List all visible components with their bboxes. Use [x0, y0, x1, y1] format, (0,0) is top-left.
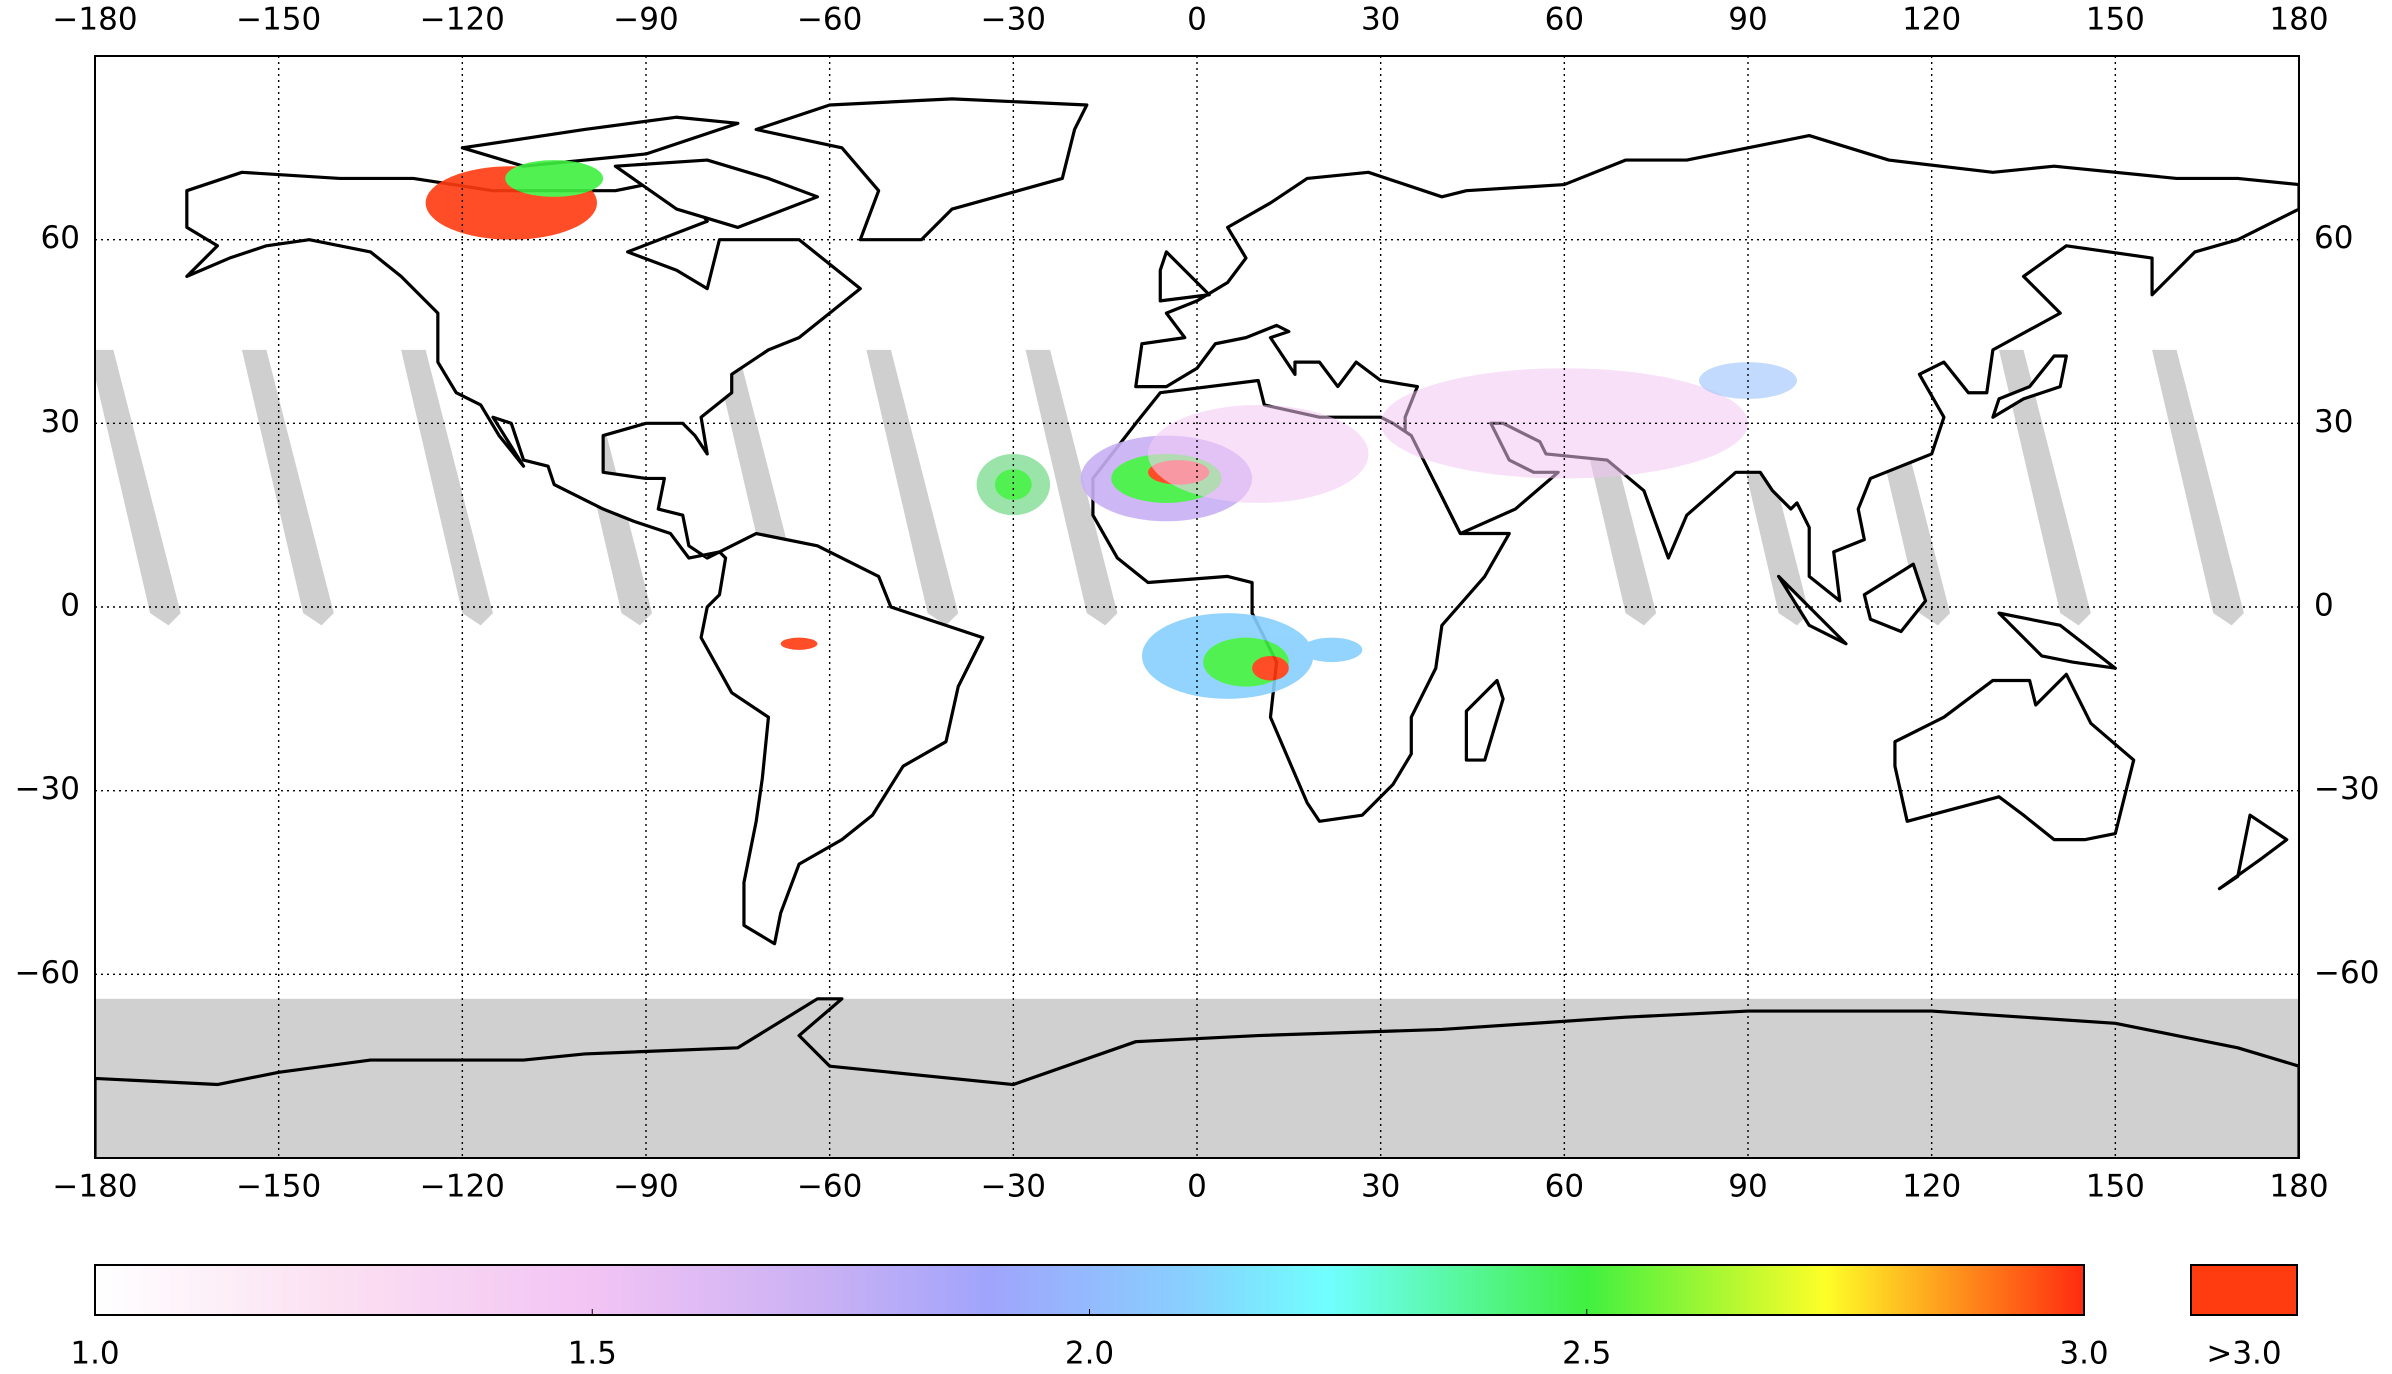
x-tick-label: 180	[2269, 1169, 2328, 1205]
x-tick-label: 150	[2086, 1169, 2145, 1205]
x-tick-label: 60	[1545, 2, 1584, 38]
x-tick-label: −180	[52, 1169, 137, 1205]
y-tick-label: 60	[41, 220, 80, 256]
x-tick-label: −120	[420, 2, 505, 38]
colorbar-extension	[2190, 1264, 2298, 1316]
y-tick-label: −60	[15, 955, 80, 991]
y-tick-label: 60	[2314, 220, 2353, 256]
x-tick-label: 30	[1361, 2, 1400, 38]
x-tick-label: 0	[1187, 1169, 1207, 1205]
y-tick-label: −30	[2314, 771, 2379, 807]
map-area	[95, 56, 2299, 1158]
x-tick-label: −60	[797, 2, 862, 38]
x-tick-label: −30	[981, 2, 1046, 38]
y-tick-label: −30	[15, 771, 80, 807]
x-tick-label: 90	[1728, 2, 1767, 38]
map-frame	[94, 55, 2300, 1159]
grid	[95, 56, 2299, 1158]
x-tick-label: 150	[2086, 2, 2145, 38]
colorbar-tick-label: 2.0	[1065, 1336, 1114, 1372]
colorbar-tick-label: 2.5	[1562, 1336, 1611, 1372]
geo-layer	[95, 99, 2299, 1158]
y-tick-label: 0	[60, 588, 80, 624]
x-tick-label: 180	[2269, 2, 2328, 38]
y-tick-label: 0	[2314, 588, 2334, 624]
x-tick-label: −30	[981, 1169, 1046, 1205]
y-tick-label: −60	[2314, 955, 2379, 991]
x-tick-label: 60	[1545, 1169, 1584, 1205]
x-tick-label: −60	[797, 1169, 862, 1205]
colorbar-tick-label: 3.0	[2059, 1336, 2108, 1372]
x-tick-label: 0	[1187, 2, 1207, 38]
colorbar-extension-label: >3.0	[2206, 1336, 2281, 1372]
x-tick-label: 120	[1902, 2, 1961, 38]
x-tick-label: 90	[1728, 1169, 1767, 1205]
colorbar	[94, 1264, 2085, 1316]
y-tick-label: 30	[41, 404, 80, 440]
x-tick-label: −90	[613, 1169, 678, 1205]
x-tick-label: −90	[613, 2, 678, 38]
x-tick-label: −120	[420, 1169, 505, 1205]
x-tick-label: 120	[1902, 1169, 1961, 1205]
x-tick-label: −180	[52, 2, 137, 38]
x-tick-label: 30	[1361, 1169, 1400, 1205]
colorbar-tick-label: 1.0	[70, 1336, 119, 1372]
x-tick-label: −150	[236, 2, 321, 38]
x-tick-label: −150	[236, 1169, 321, 1205]
y-tick-label: 30	[2314, 404, 2353, 440]
colorbar-tick-label: 1.5	[568, 1336, 617, 1372]
